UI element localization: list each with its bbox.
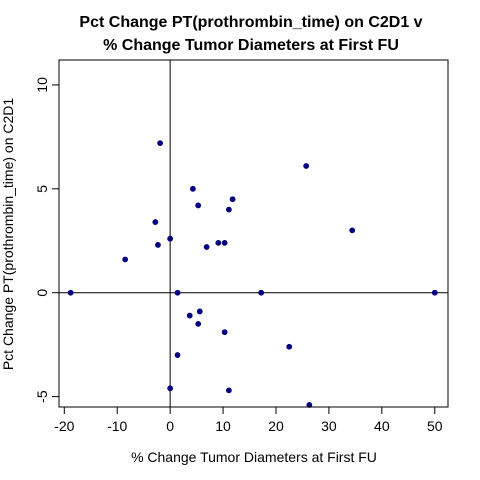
data-point	[229, 196, 236, 203]
data-point	[122, 256, 129, 263]
y-tick-label: 5	[34, 185, 50, 193]
data-point	[190, 185, 196, 192]
data-point	[174, 352, 181, 358]
data-point	[303, 163, 310, 169]
x-axis-ticks: -20 -10 0 10 20 30 40 50	[54, 407, 443, 434]
data-point	[203, 244, 210, 250]
chart-title-line-1: Pct Change PT(prothrombin_time) on C2D1 …	[79, 14, 422, 31]
data-point	[225, 206, 232, 213]
chart-title-line-2: % Change Tumor Diameters at First FU	[103, 37, 399, 54]
x-tick-label: -10	[107, 418, 127, 434]
x-axis-label: % Change Tumor Diameters at First FU	[131, 449, 377, 465]
reference-lines	[59, 60, 448, 407]
data-points	[67, 140, 438, 408]
data-point	[157, 140, 163, 147]
data-point	[152, 219, 159, 225]
x-tick-label: 40	[374, 418, 390, 434]
data-point	[221, 239, 228, 246]
data-point	[258, 289, 265, 296]
x-tick-label: 0	[166, 418, 174, 434]
data-point	[167, 235, 174, 242]
data-point	[215, 239, 222, 246]
data-point	[349, 227, 356, 234]
data-point	[167, 385, 174, 392]
data-point	[67, 289, 74, 296]
x-tick-label: 10	[215, 418, 231, 434]
data-point	[286, 343, 293, 350]
y-axis-label: Pct Change PT(prothrombin_time) on C2D1	[0, 98, 16, 371]
x-tick-label: 20	[268, 418, 284, 434]
data-point	[431, 289, 438, 296]
data-point	[225, 387, 232, 394]
data-point	[186, 312, 193, 319]
plot-frame	[58, 59, 449, 408]
data-point	[155, 242, 161, 248]
y-tick-label: 10	[34, 77, 50, 93]
y-tick-label: 0	[34, 289, 50, 297]
x-tick-label: -20	[54, 418, 74, 434]
data-point	[195, 202, 202, 209]
data-point	[195, 320, 202, 327]
data-point	[174, 289, 181, 296]
x-tick-label: 50	[427, 418, 443, 434]
y-tick-label: -5	[34, 390, 50, 403]
data-point	[196, 308, 203, 315]
x-tick-label: 30	[321, 418, 337, 434]
y-axis-ticks: -5 0 5 10	[34, 77, 59, 403]
data-point	[221, 329, 228, 336]
